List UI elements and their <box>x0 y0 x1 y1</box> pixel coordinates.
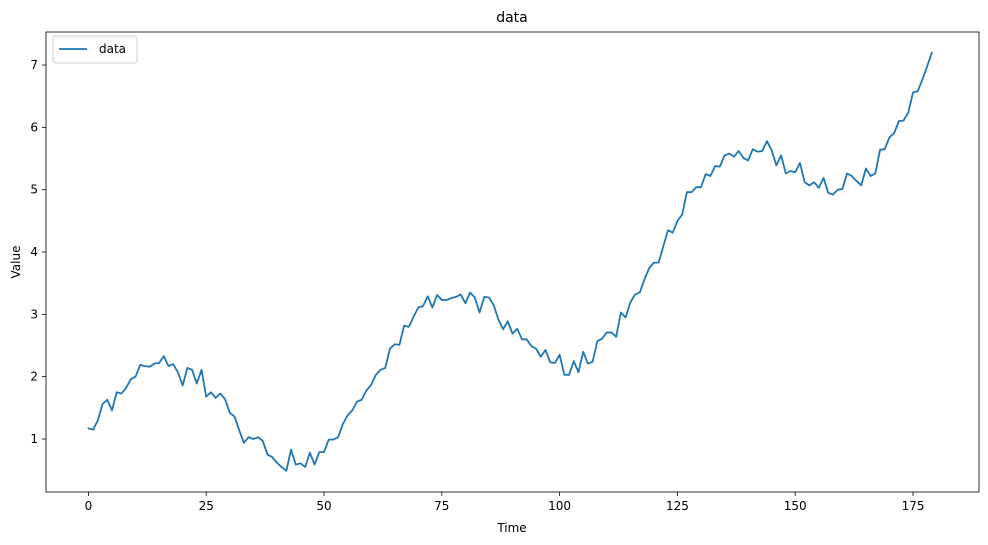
y-axis-label: Value <box>9 246 23 279</box>
series-line-data <box>87 51 933 472</box>
x-axis-label: Time <box>496 521 526 535</box>
y-tick-label: 7 <box>30 58 38 72</box>
x-tick-label: 75 <box>434 499 449 513</box>
x-tick-label: 25 <box>199 499 214 513</box>
x-axis: 0 25 50 75 100 125 150 175 <box>85 492 925 513</box>
plot-background <box>46 32 979 492</box>
y-tick-label: 1 <box>30 432 38 446</box>
y-tick-label: 6 <box>30 120 38 134</box>
x-tick-label: 100 <box>548 499 571 513</box>
x-tick-label: 150 <box>784 499 807 513</box>
x-tick-label: 0 <box>85 499 93 513</box>
legend: data <box>52 35 138 64</box>
legend-label: data <box>99 42 126 56</box>
y-tick-label: 3 <box>30 307 38 321</box>
x-tick-label: 175 <box>902 499 925 513</box>
chart-title: data <box>496 10 528 26</box>
legend-box <box>52 35 138 64</box>
y-tick-label: 4 <box>30 245 38 259</box>
y-axis: 1 2 3 4 5 6 7 <box>30 58 46 446</box>
x-tick-label: 125 <box>666 499 689 513</box>
y-tick-label: 5 <box>30 183 38 197</box>
y-tick-label: 2 <box>30 370 38 384</box>
x-tick-label: 50 <box>316 499 331 513</box>
plot-area <box>45 31 980 493</box>
plot-frame <box>45 31 980 493</box>
